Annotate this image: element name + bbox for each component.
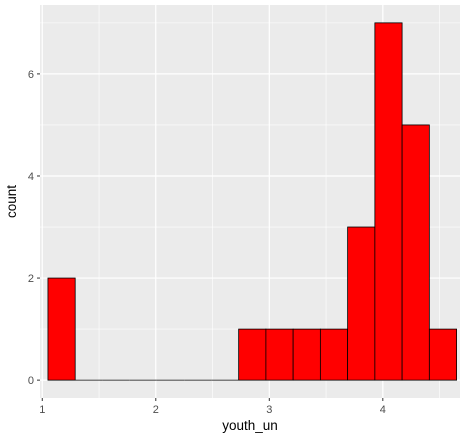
histogram-bar (265, 328, 294, 381)
histogram-bar (347, 226, 376, 381)
histogram-bar (319, 328, 349, 381)
histogram-bars (47, 22, 457, 381)
x-axis-title: youth_un (222, 418, 278, 433)
histogram-bar (428, 328, 457, 381)
y-axis-ticks: 0 2 4 6 (28, 69, 40, 387)
y-tick-label: 6 (28, 69, 34, 81)
histogram-bar (292, 328, 321, 381)
y-tick-label: 4 (28, 171, 34, 183)
x-tick-label: 2 (153, 404, 159, 416)
y-axis-title: count (4, 185, 19, 218)
x-tick-label: 3 (266, 404, 272, 416)
histogram-bar (238, 328, 267, 381)
x-tick-label: 4 (380, 404, 386, 416)
y-tick-label: 0 (28, 375, 34, 387)
histogram-bar (374, 22, 403, 381)
histogram-bar (401, 124, 430, 381)
x-axis-ticks: 1 2 3 4 (39, 398, 386, 416)
histogram-bar (47, 277, 76, 381)
y-tick-label: 2 (28, 273, 34, 285)
x-tick-label: 1 (39, 404, 45, 416)
